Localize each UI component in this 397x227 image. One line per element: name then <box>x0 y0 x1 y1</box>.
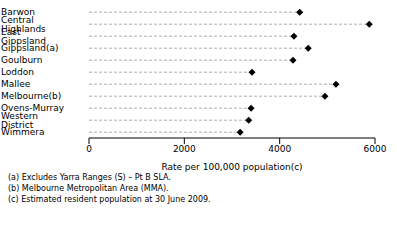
svg-text:6000: 6000 <box>364 144 387 154</box>
svg-text:4000: 4000 <box>268 144 291 154</box>
svg-text:Loddon: Loddon <box>8 67 34 77</box>
svg-text:0: 0 <box>86 144 92 154</box>
html-text:(a) Excludes Yarra Ranges (S): (a) Excludes Yarra Ranges (S) – Pt B SLA… <box>8 173 171 182</box>
svg-text:Gippsland(a): Gippsland(a) <box>8 43 59 53</box>
html-text:(c) Estimated resident populat: (c) Estimated resident population at 30 … <box>8 195 211 204</box>
html-text:(b) Melbourne Metropolitan Are: (b) Melbourne Metropolitan Area (MMA). <box>8 184 169 193</box>
svg-text:Melbourne(b): Melbourne(b) <box>8 91 61 101</box>
svg-text:2000: 2000 <box>173 144 196 154</box>
svg-text:Rate per 100,000 population(c): Rate per 100,000 population(c) <box>161 162 302 172</box>
svg-text:Mallee: Mallee <box>8 79 31 89</box>
svg-text:Goulburn: Goulburn <box>8 55 42 65</box>
svg-text:Wimmera: Wimmera <box>8 127 45 137</box>
html-text:East: East <box>1 26 21 37</box>
